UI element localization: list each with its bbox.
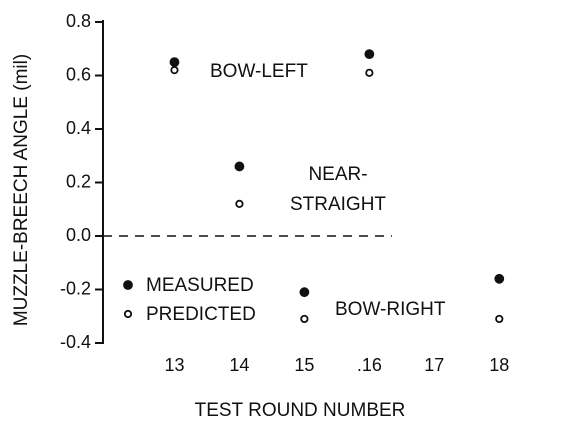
x-tick-label: 13 bbox=[164, 355, 184, 375]
y-tick-label: -0.4 bbox=[60, 332, 91, 352]
y-tick-label: -0.2 bbox=[60, 278, 91, 298]
legend-marker bbox=[123, 309, 133, 319]
point bbox=[235, 199, 244, 208]
point bbox=[234, 161, 245, 172]
y-tick-label: 0.6 bbox=[66, 64, 91, 84]
x-tick-label: 14 bbox=[229, 355, 249, 375]
point bbox=[299, 287, 310, 298]
annotation: NEAR- bbox=[308, 164, 367, 185]
annotation: STRAIGHT bbox=[290, 194, 386, 215]
point bbox=[364, 49, 375, 59]
x-tick-label: 15 bbox=[294, 355, 314, 375]
point bbox=[170, 66, 179, 75]
y-tick-label: 0.4 bbox=[66, 118, 91, 138]
point bbox=[494, 273, 505, 284]
y-tick-label: 0.0 bbox=[66, 225, 91, 245]
y-tick-label: 0.2 bbox=[66, 171, 91, 191]
legend-label: PREDICTED bbox=[146, 304, 256, 325]
x-tick-label: 17 bbox=[424, 355, 444, 375]
annotation: BOW-LEFT bbox=[210, 61, 308, 82]
point bbox=[169, 57, 180, 68]
legend-label: MEASURED bbox=[146, 275, 254, 296]
point bbox=[365, 68, 374, 77]
point bbox=[495, 314, 504, 324]
x-tick-label: 18 bbox=[489, 355, 509, 375]
legend-marker bbox=[123, 280, 133, 290]
point bbox=[300, 314, 309, 324]
y-axis-label: MUZZLE-BREECH ANGLE (mil) bbox=[11, 54, 32, 326]
x-axis-label: TEST ROUND NUMBER bbox=[195, 400, 406, 421]
annotation: BOW-RIGHT bbox=[335, 299, 446, 320]
x-tick-label: .16 bbox=[357, 355, 382, 375]
y-tick-label: 0.8 bbox=[66, 11, 91, 31]
